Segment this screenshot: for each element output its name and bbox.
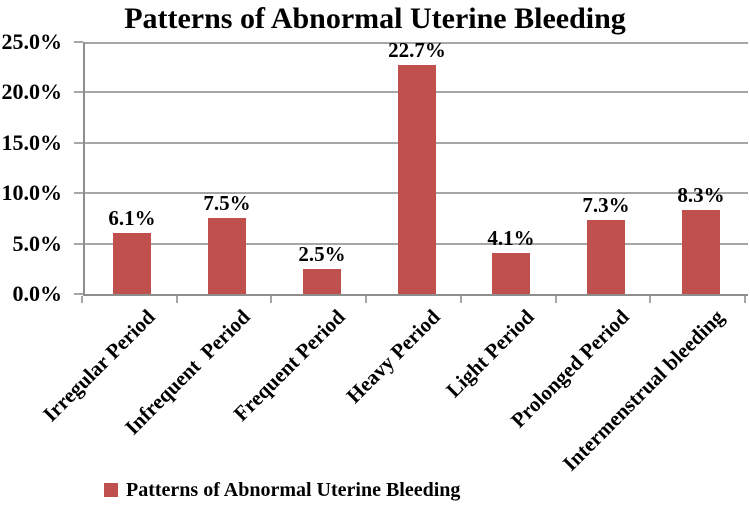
x-tick-4: [460, 296, 462, 303]
bar-value-label-intermenstrual-bleeding: 8.3%: [677, 183, 725, 207]
y-tick-25: [74, 41, 83, 43]
legend-label: Patterns of Abnormal Uterine Bleeding: [126, 479, 461, 501]
bar-prolonged-period: [587, 220, 625, 294]
y-tick-10: [74, 192, 83, 194]
chart-title: Patterns of Abnormal Uterine Bleeding: [124, 2, 626, 35]
plot-area: 6.1% 7.5% 2.5% 22.7% 4.1% 7.3% 8.3%: [83, 38, 748, 296]
legend: Patterns of Abnormal Uterine Bleeding: [104, 478, 460, 502]
x-tick-3: [365, 296, 367, 303]
y-axis-label-5: 5.0%: [12, 231, 63, 256]
bar-value-label-prolonged-period: 7.3%: [582, 193, 630, 217]
legend-swatch-icon: [104, 483, 118, 497]
gridline-25: [85, 42, 748, 44]
x-tick-0: [81, 296, 83, 303]
x-tick-5: [555, 296, 557, 303]
bar-light-period: [492, 253, 530, 294]
bar-infrequent-period: [208, 218, 246, 294]
x-tick-1: [176, 296, 178, 303]
y-tick-20: [74, 91, 83, 93]
y-axis-label-25: 25.0%: [1, 29, 63, 54]
x-tick-7: [744, 296, 746, 303]
y-tick-15: [74, 142, 83, 144]
y-tick-5: [74, 243, 83, 245]
x-tick-2: [270, 296, 272, 303]
y-axis-label-10: 10.0%: [1, 180, 63, 205]
y-axis-label-0: 0.0%: [12, 281, 63, 306]
bar-value-label-light-period: 4.1%: [487, 226, 535, 250]
bar-value-label-infrequent-period: 7.5%: [203, 191, 251, 215]
y-axis-label-15: 15.0%: [1, 130, 63, 155]
bar-heavy-period: [398, 65, 436, 294]
y-tick-0: [74, 293, 83, 295]
bar-irregular-period: [113, 233, 151, 294]
bar-value-label-irregular-period: 6.1%: [108, 206, 156, 230]
bar-intermenstrual-bleeding: [682, 210, 720, 294]
x-tick-6: [649, 296, 651, 303]
bar-value-label-heavy-period: 22.7%: [388, 38, 446, 62]
bar-frequent-period: [303, 269, 341, 294]
bar-value-label-frequent-period: 2.5%: [298, 242, 346, 266]
y-axis-label-20: 20.0%: [1, 79, 63, 104]
